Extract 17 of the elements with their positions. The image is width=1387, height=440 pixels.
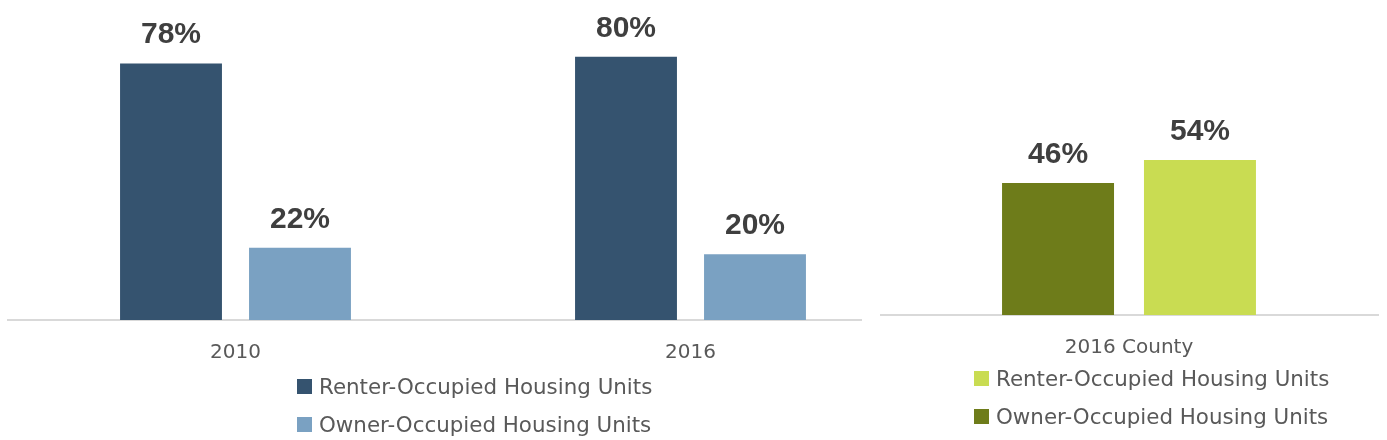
data-label: 46% (1028, 135, 1089, 169)
bar (120, 63, 222, 320)
data-label: 54% (1169, 112, 1230, 146)
data-label: 22% (269, 200, 331, 234)
legend-label: Renter-Occupied Housing Units (319, 373, 653, 399)
bar (704, 254, 806, 320)
legend-label: Owner-Occupied Housing Units (996, 403, 1329, 429)
x-tick-label: 2016 (665, 339, 716, 364)
legend-label: Owner-Occupied Housing Units (319, 411, 652, 437)
x-tick-label: 2010 (210, 339, 261, 364)
data-label: 80% (595, 9, 657, 43)
data-label: 20% (724, 207, 786, 241)
legend-label: Renter-Occupied Housing Units (996, 365, 1330, 391)
bar (249, 247, 351, 320)
x-axis-title: 2016 County (1064, 334, 1194, 359)
bar (575, 56, 677, 320)
data-label: 78% (140, 16, 202, 50)
